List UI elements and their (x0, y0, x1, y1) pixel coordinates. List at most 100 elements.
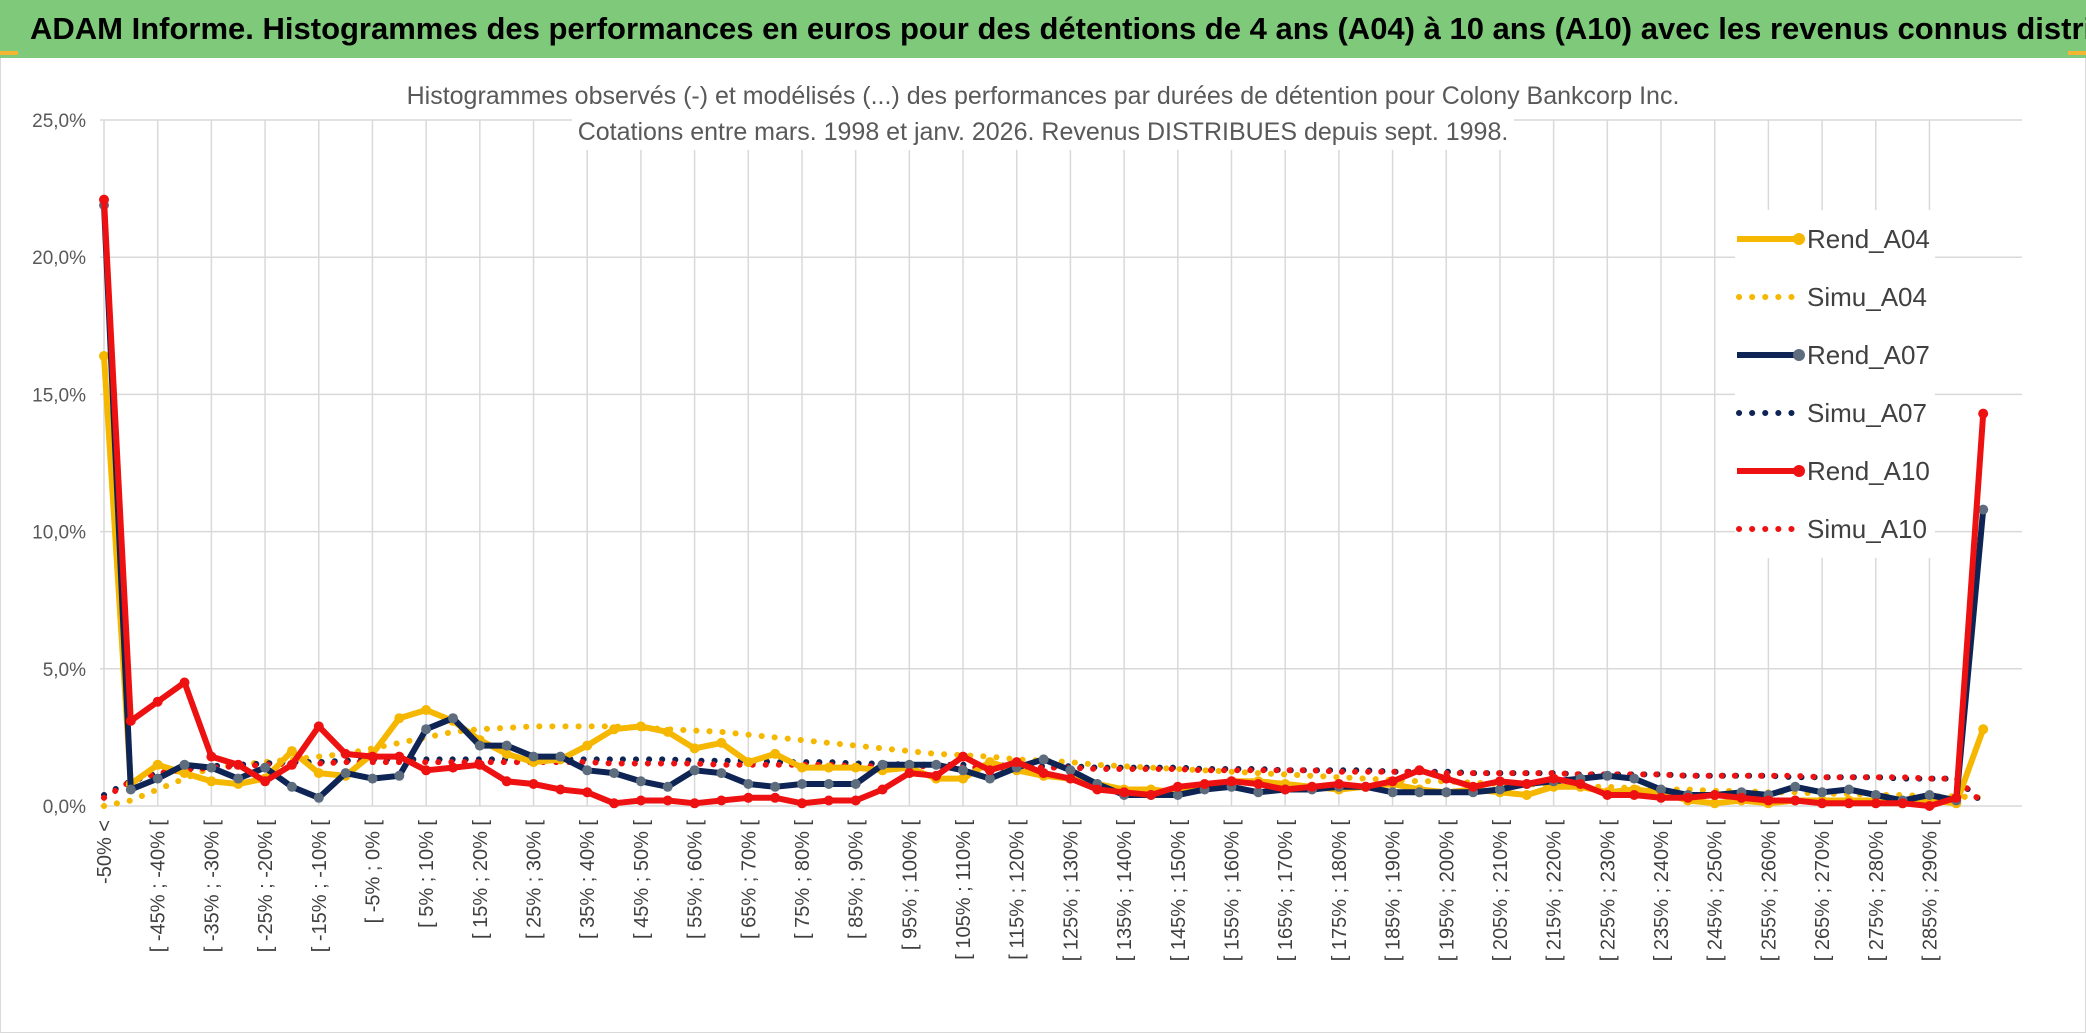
axis-layer: 0,0% 5,0% 10,0% 15,0% 20,0% 25,0% -50% < [ -45%… (32, 111, 1941, 961)
data-point-rend-a07 (743, 779, 754, 789)
legend-label: Rend_A04 (1807, 223, 1930, 254)
x-tick-label: [ 75% ; 80% [ (792, 820, 814, 939)
data-point-rend-a10 (984, 765, 995, 776)
data-point-rend-a07 (1602, 770, 1613, 781)
series-line-rend-a07 (101, 204, 1987, 804)
data-point-rend-a04 (797, 762, 807, 773)
data-point-rend-a07 (394, 770, 405, 781)
y-tick-label: 10,0% (32, 523, 86, 544)
data-point-rend-a10 (1736, 792, 1747, 803)
series-rend-a07 (99, 200, 1989, 806)
x-tick-label: [ 265% ; 270% [ (1812, 820, 1834, 962)
data-point-rend-a10 (555, 784, 566, 795)
data-point-rend-a10 (1870, 798, 1881, 809)
x-tick-label: [ 205% ; 210% [ (1490, 820, 1512, 962)
data-point-rend-a04 (770, 748, 781, 759)
legend-swatch-rend-a04 (1737, 233, 1805, 245)
data-point-rend-a10 (1978, 408, 1989, 419)
data-point-rend-a07 (984, 773, 995, 784)
data-point-rend-a10 (233, 759, 244, 770)
chart-legend: Rend_A04 Simu_A04 Rend_A07 Simu_A07 Rend… (1735, 210, 1935, 558)
data-point-rend-a04 (743, 757, 754, 768)
data-point-rend-a04 (609, 724, 620, 735)
data-point-rend-a04 (582, 740, 593, 751)
data-point-rend-a07 (1843, 784, 1854, 795)
x-tick-label: [ 105% ; 110% [ (953, 820, 975, 960)
data-point-rend-a04 (1709, 798, 1720, 809)
data-point-rend-a10 (797, 798, 807, 809)
report-banner: ADAM Informe. Histogrammes des performan… (0, 0, 2086, 58)
data-point-rend-a10 (1817, 798, 1828, 809)
data-point-rend-a04 (1521, 790, 1532, 800)
x-tick-label: [ 175% ; 180% [ (1329, 820, 1351, 962)
data-point-rend-a07 (1441, 787, 1452, 798)
data-point-rend-a07 (931, 759, 942, 770)
data-point-rend-a10 (1629, 790, 1640, 800)
data-point-rend-a07 (1038, 754, 1049, 765)
data-point-rend-a10 (1790, 795, 1801, 806)
data-point-rend-a07 (474, 740, 485, 751)
data-point-rend-a07 (877, 759, 888, 770)
series-line-simu-a10 (101, 759, 1987, 807)
data-point-rend-a10 (716, 795, 727, 806)
data-point-rend-a04 (850, 762, 861, 773)
legend-item-rend-a10: Rend_A10 (1735, 442, 1935, 500)
x-tick-label: -50% < (94, 820, 116, 884)
data-point-rend-a07 (260, 762, 271, 773)
data-point-rend-a10 (1575, 779, 1586, 789)
x-tick-label: [ 85% ; 90% [ (846, 820, 868, 939)
data-point-rend-a10 (286, 759, 297, 770)
data-point-rend-a07 (582, 765, 593, 776)
data-point-rend-a04 (206, 776, 217, 787)
data-point-rend-a10 (1414, 765, 1425, 776)
data-point-rend-a10 (125, 715, 136, 726)
x-tick-label: [ -25% ; -20% [ (255, 820, 277, 953)
data-point-rend-a07 (501, 740, 512, 751)
data-point-rend-a10 (1387, 776, 1398, 787)
banner-accent-right (2068, 51, 2086, 55)
data-point-rend-a07 (904, 759, 915, 770)
data-point-rend-a10 (1521, 779, 1532, 789)
data-point-rend-a07 (1870, 790, 1881, 800)
data-point-rend-a10 (1011, 757, 1022, 768)
data-point-rend-a07 (797, 779, 807, 789)
data-point-rend-a07 (1656, 784, 1666, 795)
data-point-rend-a10 (1656, 792, 1666, 803)
data-point-rend-a10 (1709, 790, 1720, 800)
histogram-chart: 0,0% 5,0% 10,0% 15,0% 20,0% 25,0% -50% < [ -45%… (32, 111, 2022, 961)
data-point-rend-a04 (1978, 724, 1989, 735)
data-point-rend-a10 (313, 721, 324, 732)
legend-swatch-simu-a10 (1736, 526, 1804, 532)
data-point-rend-a04 (501, 748, 512, 759)
data-point-rend-a10 (1199, 779, 1210, 789)
x-tick-label: [ 165% ; 170% [ (1275, 820, 1297, 962)
data-point-rend-a04 (984, 757, 995, 768)
data-point-rend-a04 (421, 705, 432, 715)
data-point-rend-a10 (1494, 776, 1505, 787)
data-point-rend-a10 (501, 776, 512, 787)
data-point-rend-a10 (1441, 773, 1452, 784)
legend-item-simu-a07: Simu_A07 (1735, 384, 1935, 442)
data-point-rend-a10 (1682, 792, 1693, 803)
x-tick-label: [ 195% ; 200% [ (1436, 820, 1458, 962)
data-point-rend-a10 (1226, 776, 1237, 787)
data-point-rend-a10 (823, 795, 834, 806)
x-tick-label: [ 135% ; 140% [ (1114, 820, 1136, 962)
data-point-rend-a10 (1253, 779, 1264, 789)
x-tick-label: [ 35% ; 40% [ (577, 820, 599, 939)
data-point-rend-a07 (1817, 787, 1828, 798)
data-point-rend-a10 (1119, 787, 1130, 798)
x-tick-label: [ 235% ; 240% [ (1651, 820, 1673, 962)
data-point-rend-a10 (958, 751, 968, 762)
data-point-rend-a07 (528, 751, 539, 762)
y-tick-label: 20,0% (32, 248, 86, 269)
x-tick-label: [ 145% ; 150% [ (1168, 820, 1190, 962)
data-point-rend-a04 (286, 746, 297, 757)
data-point-rend-a07 (1414, 787, 1425, 798)
data-point-rend-a07 (152, 773, 163, 784)
y-tick-label: 25,0% (32, 111, 86, 132)
data-point-rend-a04 (958, 773, 968, 784)
x-tick-label: [ 55% ; 60% [ (685, 820, 707, 939)
data-point-rend-a10 (1307, 781, 1317, 792)
data-point-rend-a10 (1280, 784, 1291, 795)
